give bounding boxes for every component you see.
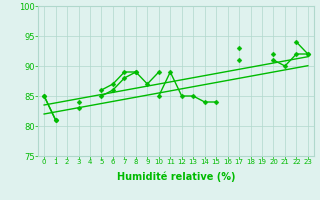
X-axis label: Humidité relative (%): Humidité relative (%) [117, 171, 235, 182]
